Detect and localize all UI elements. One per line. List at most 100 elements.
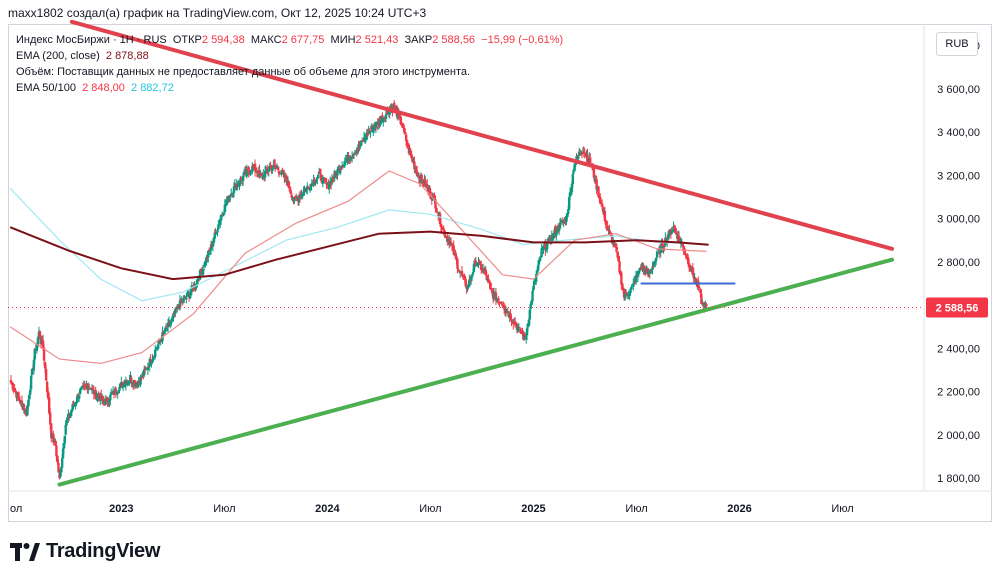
candle-body: [379, 119, 382, 124]
candle-body: [55, 445, 58, 457]
candle-body: [102, 400, 106, 402]
candle-body: [497, 298, 500, 301]
low-label: МИН: [330, 34, 356, 46]
candle-body: [611, 235, 614, 244]
candle-body: [56, 455, 59, 463]
candle-body: [159, 339, 162, 341]
candle-body: [550, 234, 553, 243]
candle-body: [49, 412, 52, 425]
candle-body: [136, 383, 140, 387]
candle-body: [615, 247, 618, 251]
candle-body: [97, 394, 100, 398]
candle-body: [456, 258, 459, 269]
candle-body: [460, 271, 464, 276]
candle-body: [472, 264, 476, 272]
candle-body: [478, 260, 481, 262]
candle-body: [565, 216, 568, 223]
candle-body: [546, 238, 550, 244]
candle-body: [63, 435, 67, 444]
candle-body: [567, 209, 570, 214]
candle-body: [297, 196, 301, 202]
candle-body: [644, 269, 648, 274]
candle-body: [382, 117, 385, 123]
candle-body: [60, 467, 63, 472]
candle-body: [700, 293, 703, 304]
candle-body: [202, 268, 205, 271]
candle-body: [386, 111, 390, 114]
candle-body: [502, 308, 506, 310]
candle-body: [536, 265, 540, 272]
candle-body: [166, 322, 170, 328]
candle-body: [306, 186, 309, 190]
candle-body: [84, 384, 87, 387]
candle-body: [235, 183, 238, 191]
x-tick-label: 2026: [727, 503, 751, 515]
candle-body: [538, 257, 542, 261]
candle-body: [154, 349, 158, 351]
candle-body: [128, 380, 131, 382]
candle-body: [169, 322, 172, 326]
candle-body: [357, 144, 360, 149]
candle-body: [249, 171, 252, 175]
x-tick-label: 2023: [109, 503, 133, 515]
candle-body: [480, 264, 483, 270]
candle-body: [106, 398, 109, 402]
candle-body: [555, 232, 558, 236]
candle-body: [186, 293, 189, 297]
candle-body: [190, 285, 194, 292]
candle-body: [685, 255, 688, 259]
candle-body: [71, 404, 74, 410]
symbol-label[interactable]: Индекс МосБиржи · 1Н · RUS: [16, 34, 167, 46]
candle-body: [211, 242, 215, 247]
ema-pair-row[interactable]: EMA 50/100 2 848,00 2 882,72: [16, 80, 563, 96]
candle-body: [586, 154, 589, 162]
ema200-line: [9, 226, 709, 281]
candle-body: [552, 233, 555, 239]
candle-body: [44, 369, 48, 381]
candle-body: [601, 207, 605, 212]
candle-body: [623, 292, 627, 299]
candle-body: [614, 244, 618, 248]
candle-body: [502, 304, 505, 308]
candle-body: [360, 140, 363, 146]
candle-body: [467, 286, 470, 288]
candle-body: [172, 313, 175, 316]
candle-body: [436, 211, 439, 214]
ema200-row[interactable]: EMA (200, close) 2 878,88: [16, 48, 563, 64]
candle-body: [512, 322, 515, 325]
candle-body: [570, 183, 574, 193]
candle-body: [526, 325, 530, 328]
candle-body: [43, 361, 47, 369]
candle-body: [207, 250, 210, 258]
candle-body: [206, 256, 209, 259]
candle-body: [330, 177, 334, 184]
candle-body: [532, 286, 535, 291]
candle-body: [639, 268, 642, 270]
candle-body: [289, 190, 292, 194]
candle-body: [35, 343, 39, 352]
candle-body: [463, 276, 466, 279]
candle-body: [11, 383, 15, 390]
candle-body: [263, 170, 267, 178]
candle-body: [110, 394, 113, 396]
tradingview-logo[interactable]: TradingView: [10, 540, 160, 563]
candle-body: [18, 396, 21, 401]
ema100-value: 2 882,72: [131, 82, 174, 94]
candle-body: [468, 279, 471, 287]
candle-body: [670, 231, 673, 234]
candle-body: [48, 397, 51, 414]
candle-body: [155, 347, 159, 350]
candle-body: [634, 275, 638, 283]
candle-body: [91, 388, 95, 390]
candle-body: [510, 319, 513, 322]
candle-body: [313, 178, 316, 184]
candle-body: [439, 223, 443, 228]
candle-body: [204, 263, 207, 265]
candle-body: [556, 225, 560, 231]
candle-body: [264, 167, 268, 173]
candle-body: [621, 283, 624, 288]
currency-button[interactable]: RUB: [936, 32, 978, 56]
candle-body: [277, 171, 281, 174]
candle-body: [458, 271, 461, 273]
